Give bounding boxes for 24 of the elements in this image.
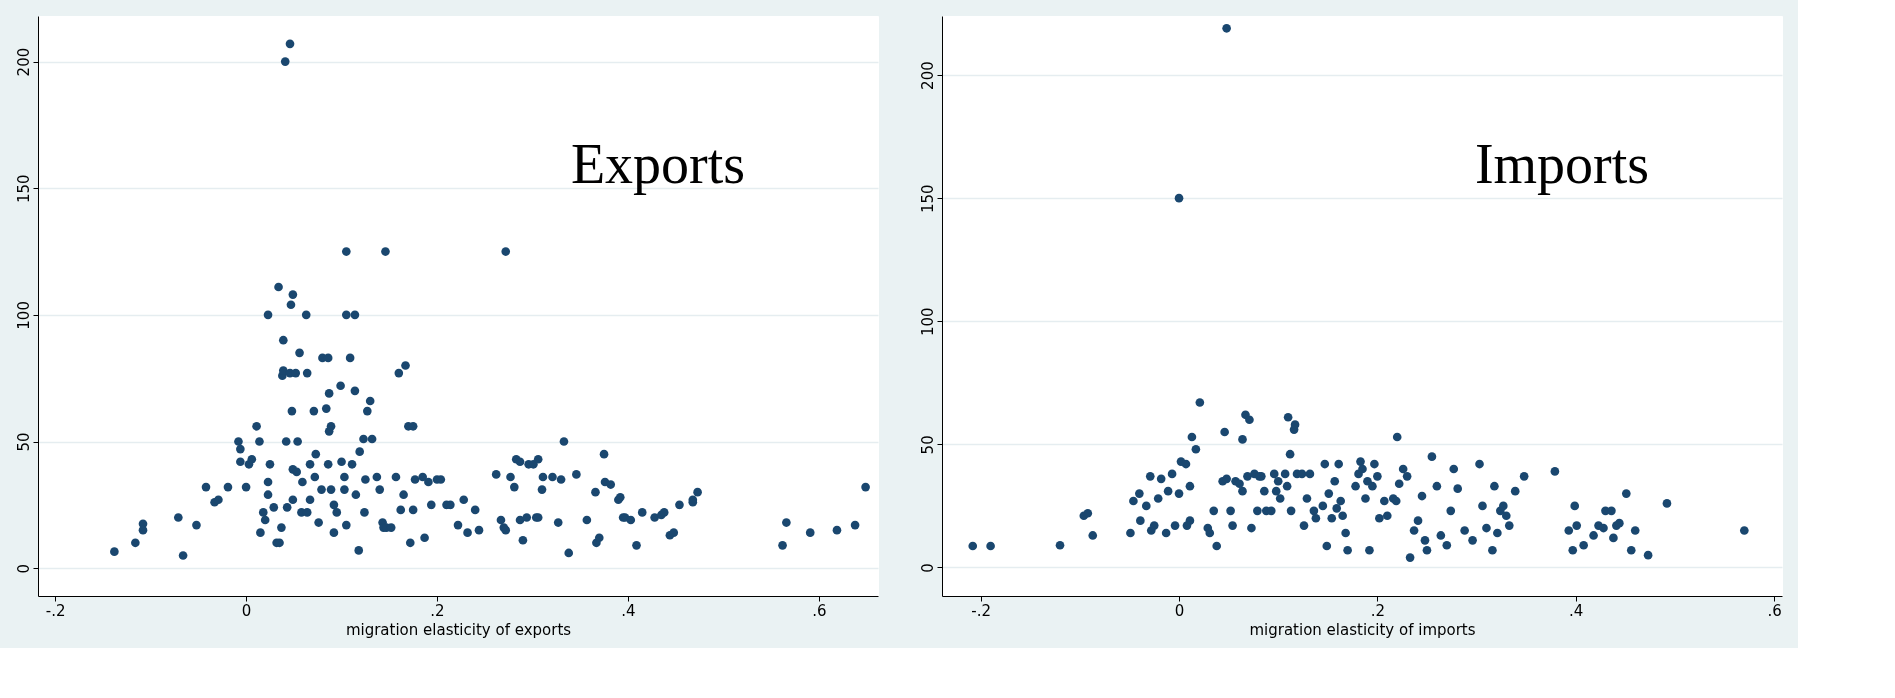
x-tick-label: .2: [1370, 601, 1386, 620]
x-tick-label: .6: [1767, 601, 1782, 620]
x-axis-title: migration elasticity of imports: [1249, 620, 1476, 639]
x-tick-label: .4: [621, 601, 636, 620]
y-tick-label: 150: [918, 184, 937, 213]
x-tick-label: .2: [430, 601, 445, 620]
annotation: Imports: [1474, 133, 1650, 195]
y-tick-label: 200: [14, 47, 33, 77]
y-tick-label: 200: [918, 61, 937, 90]
x-tick-label: .4: [1569, 601, 1584, 620]
y-tick-label: 100: [918, 307, 937, 337]
x-tick-label: -.2: [45, 601, 66, 620]
y-tick-label: 50: [14, 432, 33, 452]
x-tick-label: 0: [1174, 601, 1185, 620]
y-tick-label: 50: [918, 435, 937, 455]
y-tick-label: 0: [14, 563, 33, 574]
y-tick-label: 150: [14, 174, 33, 204]
annotation: Exports: [570, 133, 746, 195]
x-axis-title: migration elasticity of exports: [345, 620, 572, 639]
x-tick-label: .6: [812, 601, 827, 620]
y-tick-label: 100: [14, 301, 33, 330]
x-tick-label: -.2: [971, 601, 992, 620]
x-tick-label: 0: [241, 601, 252, 620]
y-tick-label: 0: [918, 563, 937, 573]
